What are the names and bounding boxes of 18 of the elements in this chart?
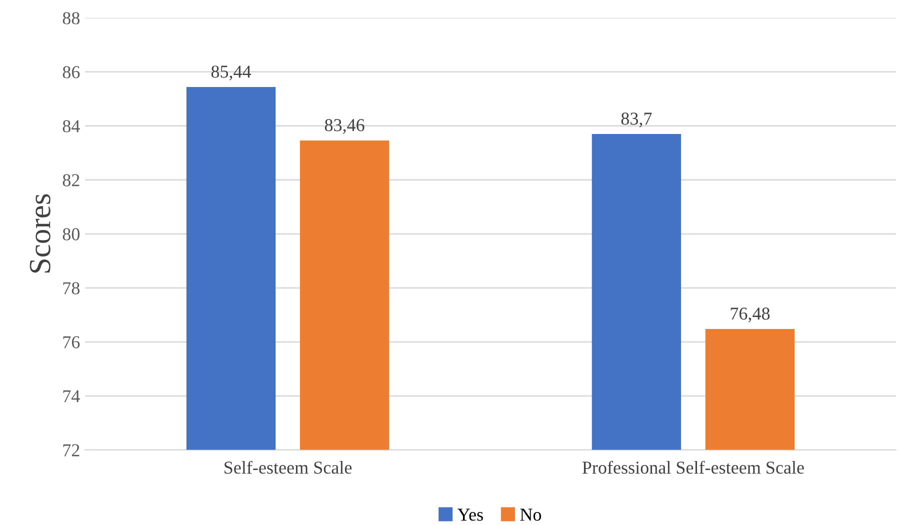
y-tick-label: 84 [62, 120, 80, 132]
data-label: 76,48 [730, 308, 770, 322]
x-tick-label: Professional Self-esteem Scale [582, 460, 804, 474]
data-label: 83,46 [324, 119, 364, 134]
y-axis-title: Scores [30, 194, 50, 273]
y-tick-label: 86 [62, 66, 80, 78]
y-tick-label: 78 [63, 282, 80, 294]
legend-label: Yes [458, 508, 483, 521]
data-label: 83,7 [621, 112, 652, 128]
x-tick-label: Self-esteem Scale [224, 460, 352, 474]
y-tick-label: 88 [62, 12, 80, 24]
y-tick-label: 76 [63, 336, 80, 348]
y-tick-label: 82 [62, 174, 80, 186]
y-tick-label: 80 [62, 228, 80, 240]
legend-label: No [520, 508, 542, 521]
data-label: 85,44 [211, 66, 252, 80]
y-tick-label: 74 [63, 390, 80, 402]
y-tick-label: 72 [63, 444, 80, 456]
